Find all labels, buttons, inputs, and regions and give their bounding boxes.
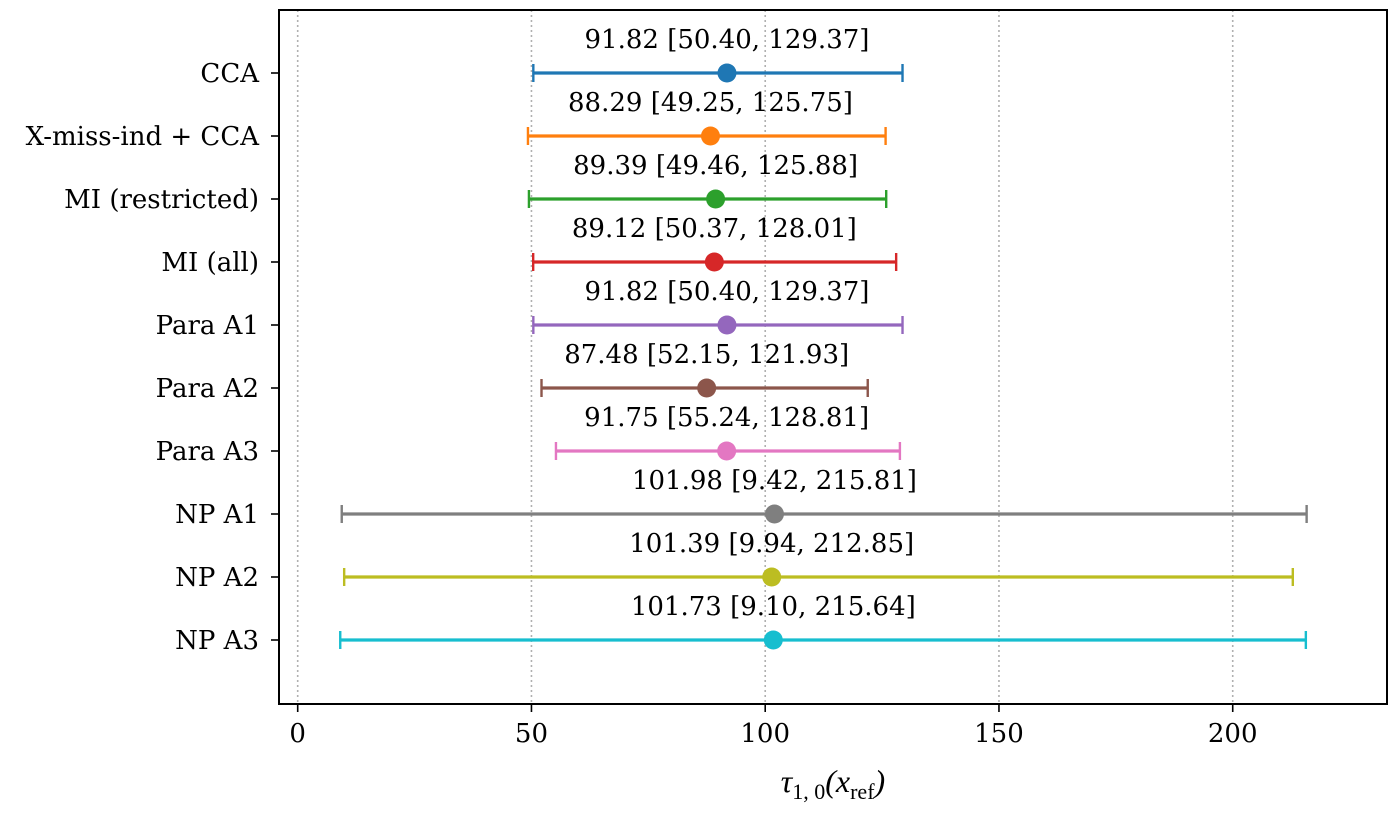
estimate-point-9 — [763, 630, 783, 650]
x-axis-title: τ1, 0(xref) — [781, 763, 885, 804]
series-row-5: 87.48 [52.15, 121.93] — [540, 340, 869, 398]
series-row-7: 101.98 [9.42, 215.81] — [340, 466, 1308, 524]
estimate-point-0 — [717, 63, 737, 83]
data-label-8: 101.39 [9.94, 212.85] — [629, 529, 914, 559]
estimate-point-1 — [700, 126, 720, 146]
y-tick-label-7: NP A1 — [175, 500, 259, 530]
data-label-5: 87.48 [52.15, 121.93] — [564, 340, 849, 370]
data-label-3: 89.12 [50.37, 128.01] — [572, 214, 857, 244]
series-row-8: 101.39 [9.94, 212.85] — [342, 529, 1294, 587]
estimate-point-3 — [704, 252, 724, 272]
y-tick-label-0: CCA — [200, 59, 260, 89]
data-label-4: 91.82 [50.40, 129.37] — [585, 277, 870, 307]
y-tick-label-2: MI (restricted) — [64, 185, 259, 215]
data-label-6: 91.75 [55.24, 128.81] — [584, 403, 869, 433]
series-row-9: 101.73 [9.10, 215.64] — [339, 592, 1308, 650]
data-label-1: 88.29 [49.25, 125.75] — [568, 88, 853, 118]
y-axis-ticks: CCA X-miss-ind + CCA MI (restricted) MI (al… — [26, 59, 279, 656]
estimate-point-8 — [762, 567, 782, 587]
series-row-2: 89.39 [49.46, 125.88] — [527, 151, 888, 209]
estimate-point-2 — [706, 189, 726, 209]
data-label-9: 101.73 [9.10, 215.64] — [631, 592, 916, 622]
plot-frame — [278, 9, 1388, 705]
y-tick-label-3: MI (all) — [161, 248, 259, 278]
grid-lines — [296, 10, 1234, 704]
x-tick-label-200: 200 — [1208, 719, 1258, 749]
y-tick-label-4: Para A1 — [156, 311, 259, 341]
y-tick-label-9: NP A3 — [175, 626, 259, 656]
plot-marks: 91.82 [50.40, 129.37] 88.29 [49.25, 125.7… — [339, 25, 1308, 650]
x-tick-label-150: 150 — [974, 719, 1024, 749]
x-axis-ticks: 0 50 100 150 200 — [289, 704, 1258, 749]
estimate-point-4 — [717, 315, 737, 335]
series-row-4: 91.82 [50.40, 129.37] — [532, 277, 904, 335]
y-tick-label-6: Para A3 — [156, 437, 259, 467]
x-tick-label-100: 100 — [740, 719, 790, 749]
series-row-1: 88.29 [49.25, 125.75] — [526, 88, 887, 146]
series-row-3: 89.12 [50.37, 128.01] — [531, 214, 898, 272]
data-label-0: 91.82 [50.40, 129.37] — [585, 25, 870, 55]
y-tick-label-1: X-miss-ind + CCA — [26, 122, 261, 152]
series-row-0: 91.82 [50.40, 129.37] — [532, 25, 904, 83]
x-tick-label-0: 0 — [289, 719, 306, 749]
estimate-point-7 — [764, 504, 784, 524]
data-label-2: 89.39 [49.46, 125.88] — [573, 151, 858, 181]
estimate-point-5 — [697, 378, 717, 398]
y-tick-label-8: NP A2 — [175, 563, 259, 593]
series-row-6: 91.75 [55.24, 128.81] — [554, 403, 902, 461]
data-label-7: 101.98 [9.42, 215.81] — [632, 466, 917, 496]
x-tick-label-50: 50 — [515, 719, 548, 749]
estimate-point-6 — [717, 441, 737, 461]
y-tick-label-5: Para A2 — [156, 374, 259, 404]
